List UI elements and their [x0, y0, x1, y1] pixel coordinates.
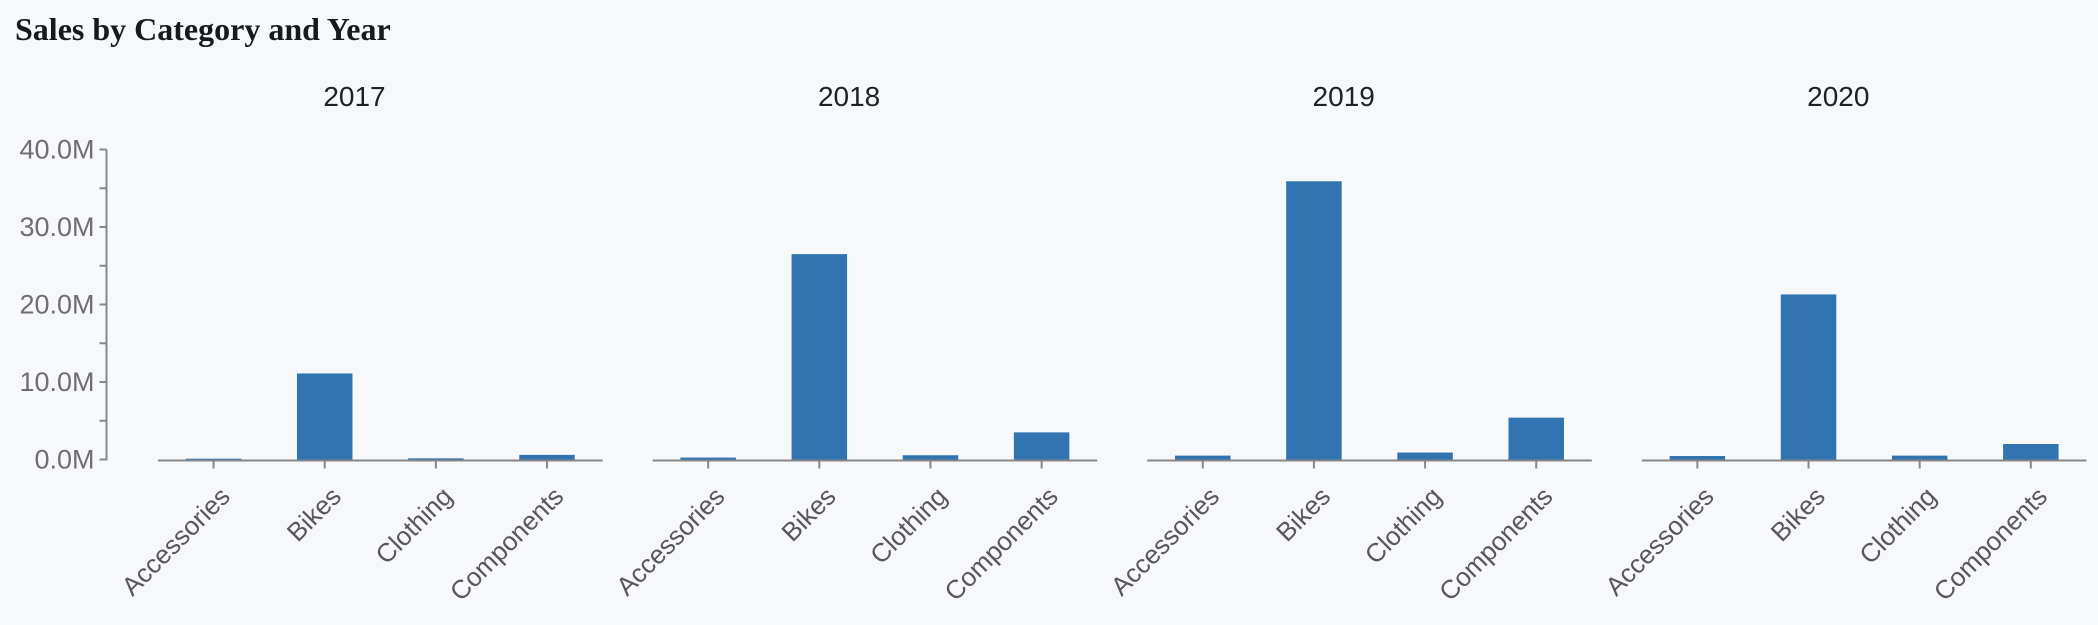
bar-2020-clothing — [1891, 455, 1948, 460]
bar-2019-components — [1508, 417, 1564, 460]
category-label-2018-bikes: Bikes — [775, 481, 841, 547]
bar-2020-accessories — [1669, 456, 1726, 460]
bar-2017-accessories — [185, 458, 242, 460]
category-label-2017-bikes: Bikes — [281, 481, 347, 547]
bar-2017-components — [519, 454, 575, 460]
category-label-2017-components: Components — [444, 481, 569, 606]
chart-title: Sales by Category and Year — [15, 11, 391, 47]
category-label-2020-accessories: Accessories — [1599, 481, 1719, 601]
bar-2018-components — [1013, 432, 1070, 460]
bar-2017-clothing — [408, 458, 464, 460]
bar-2020-components — [2003, 444, 2059, 460]
category-label-2020-bikes: Bikes — [1765, 481, 1831, 547]
y-tick-label-10-0m: 10.0M — [19, 367, 94, 397]
bar-2017-bikes — [296, 373, 353, 460]
bar-2020-bikes — [1780, 294, 1837, 460]
category-label-2018-components: Components — [938, 481, 1063, 606]
bar-2019-accessories — [1175, 455, 1231, 460]
facet-title-2018: 2018 — [818, 81, 880, 112]
category-label-2018-accessories: Accessories — [610, 481, 730, 601]
y-tick-label-40-0m: 40.0M — [19, 135, 94, 165]
category-label-2019-accessories: Accessories — [1105, 481, 1225, 601]
bar-2018-accessories — [680, 457, 736, 460]
category-label-2020-components: Components — [1928, 481, 2053, 606]
category-label-2019-clothing: Clothing — [1359, 481, 1448, 570]
category-label-2019-bikes: Bikes — [1270, 481, 1336, 547]
category-label-2018-clothing: Clothing — [864, 481, 953, 570]
facet-title-2020: 2020 — [1807, 81, 1869, 112]
category-label-2017-accessories: Accessories — [115, 481, 235, 601]
y-axis: 0.0M 10.0M 20.0M 30.0M 40.0M — [19, 135, 108, 475]
y-tick-label-0-0m: 0.0M — [34, 445, 94, 475]
category-label-2020-clothing: Clothing — [1853, 481, 1942, 570]
category-label-2017-clothing: Clothing — [369, 481, 458, 570]
facet-title-2019: 2019 — [1313, 81, 1375, 112]
y-tick-label-30-0m: 30.0M — [19, 212, 94, 242]
y-tick-label-20-0m: 20.0M — [19, 290, 94, 320]
bar-2018-clothing — [902, 455, 959, 460]
bar-2019-bikes — [1286, 181, 1342, 460]
facet-title-2017: 2017 — [323, 81, 385, 112]
category-label-2019-components: Components — [1433, 481, 1558, 606]
bar-2019-clothing — [1397, 452, 1453, 460]
bar-2018-bikes — [791, 254, 848, 460]
